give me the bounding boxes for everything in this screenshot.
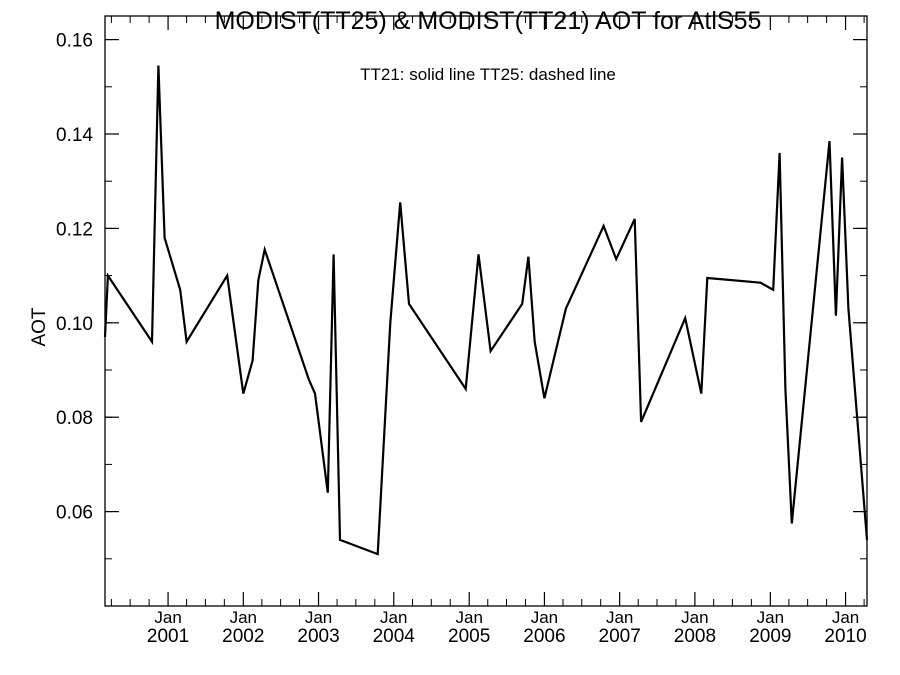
- x-tick-year-label: 2005: [448, 626, 490, 647]
- x-tick-year-label: 2007: [599, 626, 641, 647]
- x-tick-year-label: 2009: [749, 626, 791, 647]
- y-tick-label: 0.12: [56, 219, 93, 240]
- series-layer: [103, 65, 869, 556]
- x-tick-year-label: 2006: [523, 626, 565, 647]
- y-tick-label: 0.14: [56, 125, 93, 146]
- x-tick-month-label: Jan: [305, 608, 332, 627]
- x-tick-month-label: Jan: [757, 608, 784, 627]
- series-line-tt21: [103, 65, 869, 556]
- y-tick-label: 0.16: [56, 31, 93, 52]
- x-tick-month-label: Jan: [380, 608, 407, 627]
- plot-frame: [104, 15, 868, 607]
- x-tick-month-label: Jan: [531, 608, 558, 627]
- y-tick-label: 0.08: [56, 408, 93, 429]
- chart-annotation: TT21: solid line TT25: dashed line: [360, 65, 616, 84]
- x-tick-month-label: Jan: [455, 608, 482, 627]
- y-tick-label: 0.10: [56, 314, 93, 335]
- x-tick-month-label: Jan: [681, 608, 708, 627]
- x-tick-month-label: Jan: [230, 608, 257, 627]
- x-tick-month-label: Jan: [832, 608, 859, 627]
- x-tick-year-label: 2008: [674, 626, 716, 647]
- x-tick-year-label: 2003: [297, 626, 339, 647]
- x-tick-year-label: 2001: [147, 626, 189, 647]
- x-tick-year-label: 2002: [222, 626, 264, 647]
- axis-ticks: 0.060.080.100.120.140.16Jan2001Jan2002Ja…: [56, 16, 867, 647]
- x-tick-month-label: Jan: [606, 608, 633, 627]
- y-axis-label: AOT: [29, 307, 50, 346]
- y-tick-label: 0.06: [56, 503, 93, 524]
- x-tick-year-label: 2004: [373, 626, 416, 647]
- x-tick-month-label: Jan: [154, 608, 181, 627]
- x-tick-year-label: 2010: [824, 626, 866, 647]
